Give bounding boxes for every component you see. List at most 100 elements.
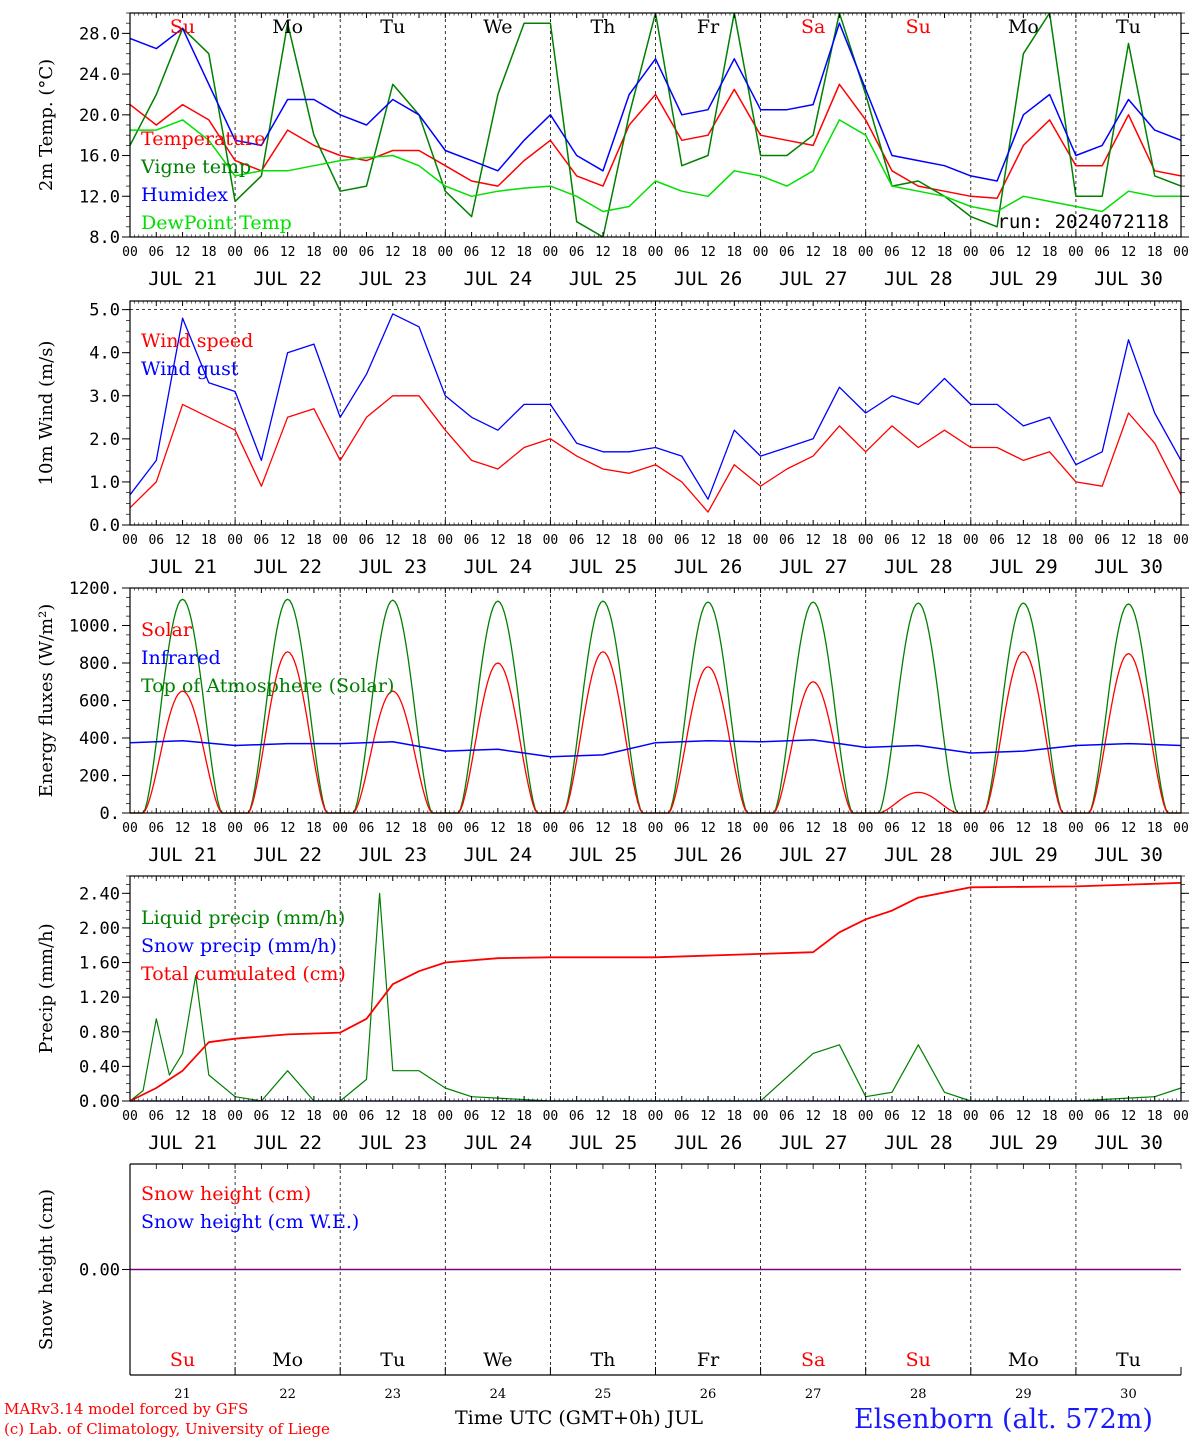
hour-tick-label: 12 xyxy=(805,821,821,836)
hour-tick-label: 06 xyxy=(674,245,690,260)
series-line xyxy=(129,882,1182,1102)
hour-tick-label: 12 xyxy=(700,821,716,836)
hour-tick-label: 12 xyxy=(280,245,296,260)
hour-tick-label: 18 xyxy=(201,533,217,548)
hour-tick-label: 18 xyxy=(1147,1109,1163,1124)
y-tick-label: 16.0 xyxy=(79,147,120,167)
hour-tick-label: 00 xyxy=(648,533,664,548)
hour-tick-label: 06 xyxy=(254,245,270,260)
hour-tick-label: 00 xyxy=(648,821,664,836)
y-axis-label: 2m Temp. (°C) xyxy=(36,59,57,191)
hour-tick-label: 06 xyxy=(569,533,585,548)
hour-tick-label: 18 xyxy=(621,821,637,836)
series-line xyxy=(130,83,1181,200)
wind-panel: 0.0 1.0 2.0 3.0 4.0 5.0 00 06 12 18 00 06 12 18 00 06 12… xyxy=(36,300,1189,578)
hour-tick-label: 12 xyxy=(700,245,716,260)
hour-tick-label: 18 xyxy=(1147,821,1163,836)
hour-tick-label: 12 xyxy=(280,533,296,548)
plot-frame xyxy=(129,300,1182,526)
hour-tick-label: 12 xyxy=(490,245,506,260)
y-tick-label: 800. xyxy=(79,654,120,674)
day-number: 29 xyxy=(1015,1387,1032,1402)
y-tick-label: 24.0 xyxy=(79,65,120,85)
weekday-label: Su xyxy=(906,1349,931,1371)
day-number: 25 xyxy=(595,1387,612,1402)
hour-tick-label: 06 xyxy=(1094,821,1110,836)
hour-tick-label: 18 xyxy=(621,533,637,548)
hour-tick-label: 12 xyxy=(175,533,191,548)
weekday-label: Tu xyxy=(1116,1349,1141,1371)
hour-tick-label: 18 xyxy=(1147,245,1163,260)
hour-tick-label: 12 xyxy=(1016,533,1032,548)
hour-tick-label: 18 xyxy=(1042,533,1058,548)
temperature-series xyxy=(130,13,1181,237)
y-tick-label: 28.0 xyxy=(79,24,120,44)
date-label: JUL 28 xyxy=(884,1132,953,1154)
hour-tick-label: 12 xyxy=(385,821,401,836)
hour-tick-label: 06 xyxy=(254,1109,270,1124)
y-tick-label: 1.0 xyxy=(89,473,120,493)
date-label: JUL 29 xyxy=(989,556,1058,578)
hour-tick-label: 12 xyxy=(700,533,716,548)
hour-tick-label: 00 xyxy=(1068,1109,1084,1124)
precip-panel: 0.00 0.40 0.80 1.20 1.60 2.00 2.40 00 06 12 18 00 06… xyxy=(36,875,1189,1154)
y-axis-label: Precip (mm/h) xyxy=(36,923,57,1053)
hour-tick-label: 18 xyxy=(516,1109,532,1124)
y-tick-label: 3.0 xyxy=(89,387,120,407)
hour-tick-label: 06 xyxy=(1094,1109,1110,1124)
hour-tick-label: 00 xyxy=(332,245,348,260)
hour-tick-label: 00 xyxy=(122,533,138,548)
date-label: JUL 24 xyxy=(464,1132,533,1154)
hour-tick-label: 18 xyxy=(1147,533,1163,548)
hour-tick-label: 00 xyxy=(1173,245,1189,260)
hour-tick-label: 18 xyxy=(516,245,532,260)
date-label: JUL 29 xyxy=(989,268,1058,290)
hour-tick-label: 12 xyxy=(175,821,191,836)
hour-tick-label: 00 xyxy=(543,245,559,260)
date-label: JUL 28 xyxy=(884,268,953,290)
day-number: 27 xyxy=(805,1387,822,1402)
hour-tick-label: 00 xyxy=(332,1109,348,1124)
hour-tick-label: 00 xyxy=(332,821,348,836)
hour-tick-label: 18 xyxy=(306,1109,322,1124)
hour-tick-label: 06 xyxy=(674,533,690,548)
legend-entry: Humidex xyxy=(141,184,228,206)
y-tick-label: 200. xyxy=(79,767,120,787)
legend-entry: Snow height (cm W.E.) xyxy=(141,1211,359,1233)
date-label: JUL 26 xyxy=(674,268,743,290)
hour-tick-label: 18 xyxy=(1042,821,1058,836)
weekday-label: Th xyxy=(590,16,615,38)
hour-tick-label: 00 xyxy=(1173,1109,1189,1124)
weekday-label: Fr xyxy=(697,1349,720,1371)
x-axis-title: Time UTC (GMT+0h) JUL xyxy=(455,1407,703,1429)
date-label: JUL 25 xyxy=(569,556,638,578)
date-label: JUL 26 xyxy=(674,844,743,866)
hour-tick-label: 12 xyxy=(385,1109,401,1124)
hour-tick-label: 00 xyxy=(963,245,979,260)
day-number: 23 xyxy=(384,1387,401,1402)
hour-tick-label: 12 xyxy=(1016,1109,1032,1124)
series-line xyxy=(130,22,1181,182)
y-tick-label: 1.60 xyxy=(79,954,120,974)
y-tick-label: 4.0 xyxy=(89,344,120,364)
hour-tick-label: 06 xyxy=(569,245,585,260)
date-label: JUL 21 xyxy=(148,556,217,578)
hour-tick-label: 12 xyxy=(490,821,506,836)
y-axis-label: Energy fluxes (W/m²) xyxy=(36,604,57,798)
weekday-label: We xyxy=(483,16,512,38)
y-tick-label: 400. xyxy=(79,729,120,749)
series-line xyxy=(130,13,1181,237)
date-label: JUL 30 xyxy=(1094,844,1163,866)
day-number: 30 xyxy=(1120,1387,1137,1402)
date-label: JUL 23 xyxy=(358,268,427,290)
hour-tick-label: 06 xyxy=(884,245,900,260)
y-tick-label: 1200. xyxy=(69,579,120,599)
hour-tick-label: 00 xyxy=(437,245,453,260)
hour-tick-label: 06 xyxy=(674,821,690,836)
hour-tick-label: 00 xyxy=(437,821,453,836)
series-line xyxy=(129,892,1182,1102)
date-label: JUL 30 xyxy=(1094,556,1163,578)
copyright: (c) Lab. of Climatology, University of L… xyxy=(4,1420,330,1438)
hour-tick-label: 18 xyxy=(726,245,742,260)
hour-tick-label: 06 xyxy=(464,533,480,548)
